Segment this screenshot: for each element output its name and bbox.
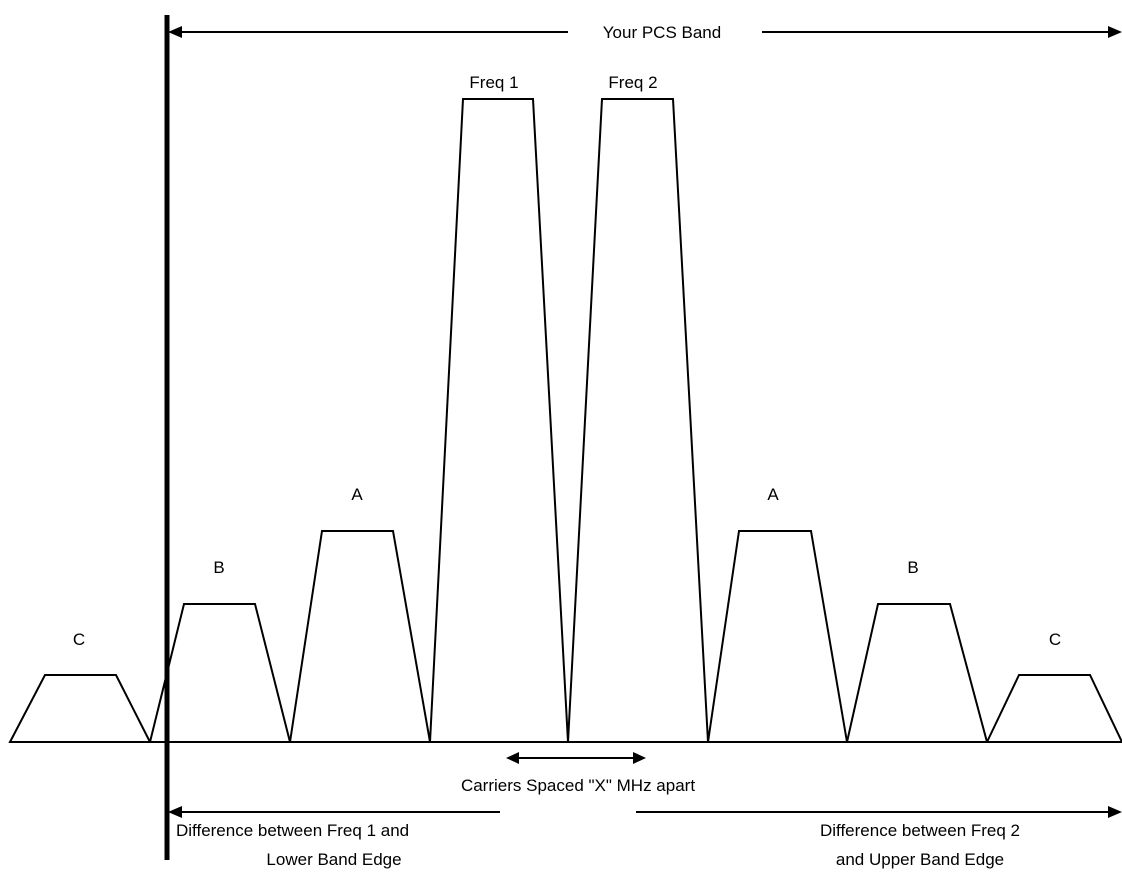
a-left-product-shape bbox=[288, 530, 432, 743]
lower-difference-line1: Difference between Freq 1 and bbox=[176, 821, 409, 840]
upper-difference-line2: and Upper Band Edge bbox=[836, 850, 1004, 869]
a-right-product-shape bbox=[706, 530, 849, 743]
upper-difference-line1: Difference between Freq 2 bbox=[820, 821, 1020, 840]
b-right-product-shape bbox=[845, 603, 989, 743]
a-right-label: A bbox=[767, 485, 779, 504]
freq1-carrier-shape bbox=[428, 98, 570, 743]
upper-difference-arrow-head bbox=[1108, 806, 1122, 818]
b-left-label: B bbox=[213, 558, 224, 577]
c-left-product-shape bbox=[8, 674, 152, 743]
c-right-label: C bbox=[1049, 630, 1061, 649]
b-right-label: B bbox=[907, 558, 918, 577]
freq2-label: Freq 2 bbox=[608, 73, 657, 92]
freq2-carrier-shape bbox=[566, 98, 710, 743]
lower-difference-line2: Lower Band Edge bbox=[266, 850, 401, 869]
b-left-product-shape bbox=[148, 603, 292, 743]
spacing-label: Carriers Spaced "X" MHz apart bbox=[461, 776, 695, 795]
c-right-product-shape bbox=[985, 674, 1122, 743]
pcs-band-arrow-left-head bbox=[168, 26, 182, 38]
lower-difference-arrow-head bbox=[168, 806, 182, 818]
pcs-band-arrow-right-head bbox=[1108, 26, 1122, 38]
pcs-band-label: Your PCS Band bbox=[603, 23, 721, 42]
c-left-label: C bbox=[73, 630, 85, 649]
spacing-arrow-left-head bbox=[506, 752, 519, 764]
spacing-arrow-right-head bbox=[633, 752, 646, 764]
a-left-label: A bbox=[351, 485, 363, 504]
freq1-label: Freq 1 bbox=[469, 73, 518, 92]
